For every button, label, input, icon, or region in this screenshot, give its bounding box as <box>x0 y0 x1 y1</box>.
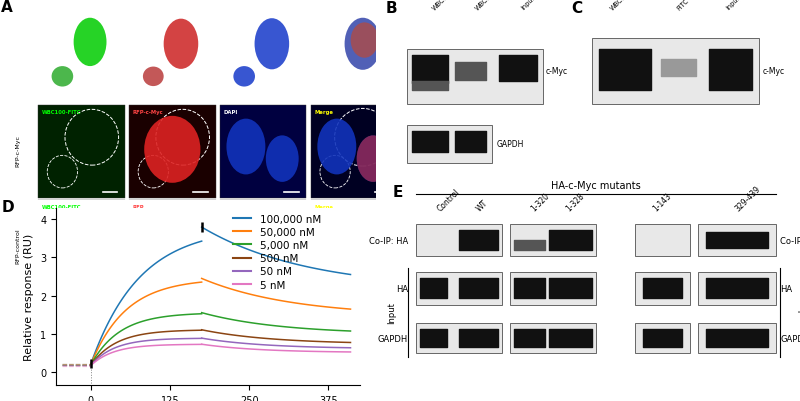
FancyBboxPatch shape <box>635 323 690 353</box>
Text: HA: HA <box>780 284 792 293</box>
Ellipse shape <box>345 19 381 71</box>
Ellipse shape <box>234 67 255 87</box>
FancyBboxPatch shape <box>510 273 596 305</box>
Text: B: B <box>386 1 398 16</box>
FancyBboxPatch shape <box>510 225 596 257</box>
Text: Merge: Merge <box>314 109 334 114</box>
Text: D: D <box>2 200 14 215</box>
Ellipse shape <box>51 67 74 87</box>
Text: RFP-control: RFP-control <box>16 228 21 263</box>
Text: Co-IP: HA: Co-IP: HA <box>369 236 408 245</box>
Ellipse shape <box>357 136 390 182</box>
FancyBboxPatch shape <box>698 323 776 353</box>
FancyBboxPatch shape <box>416 323 502 353</box>
Ellipse shape <box>357 136 390 182</box>
Text: GAPDH: GAPDH <box>378 334 408 343</box>
Text: Input: Input <box>726 0 742 12</box>
Text: RFP-c-Myc: RFP-c-Myc <box>16 135 21 166</box>
Text: WBC100+WBC100-FITC: WBC100+WBC100-FITC <box>474 0 534 12</box>
Text: Input: Input <box>796 302 800 324</box>
Ellipse shape <box>144 117 201 183</box>
FancyBboxPatch shape <box>129 105 215 198</box>
Text: GAPDH: GAPDH <box>780 334 800 343</box>
Text: 329-439: 329-439 <box>734 184 762 213</box>
Text: DAPI: DAPI <box>224 109 238 114</box>
FancyBboxPatch shape <box>129 200 215 293</box>
Text: 1-320: 1-320 <box>530 190 551 213</box>
Text: E: E <box>392 184 402 199</box>
Text: Input: Input <box>520 0 536 12</box>
Text: WT: WT <box>474 198 490 213</box>
Text: c-Myc: c-Myc <box>763 67 785 76</box>
FancyBboxPatch shape <box>311 200 398 293</box>
Ellipse shape <box>254 19 289 70</box>
FancyBboxPatch shape <box>220 105 306 198</box>
FancyBboxPatch shape <box>38 200 125 293</box>
Y-axis label: Relative response (RU): Relative response (RU) <box>25 233 34 360</box>
Text: C: C <box>571 1 582 16</box>
Text: WBC100-FITC: WBC100-FITC <box>432 0 467 12</box>
Text: Co-IP: HA: Co-IP: HA <box>780 236 800 245</box>
Ellipse shape <box>350 23 378 59</box>
FancyBboxPatch shape <box>592 39 758 105</box>
FancyBboxPatch shape <box>635 225 690 257</box>
FancyBboxPatch shape <box>698 273 776 305</box>
Text: WBC100-FITC: WBC100-FITC <box>42 109 82 114</box>
Ellipse shape <box>74 19 106 67</box>
Text: 1-328: 1-328 <box>565 191 586 213</box>
Text: Input: Input <box>387 302 396 324</box>
Text: DAPI: DAPI <box>224 205 238 209</box>
Ellipse shape <box>266 136 298 182</box>
FancyBboxPatch shape <box>698 225 776 257</box>
Text: A: A <box>1 0 12 15</box>
Ellipse shape <box>318 119 356 175</box>
Text: WBC100-FITC: WBC100-FITC <box>42 205 82 209</box>
FancyBboxPatch shape <box>635 273 690 305</box>
Ellipse shape <box>143 67 164 87</box>
Text: RFP: RFP <box>133 205 144 209</box>
Text: HA-c-Myc mutants: HA-c-Myc mutants <box>551 180 641 190</box>
Text: HA: HA <box>396 284 408 293</box>
FancyBboxPatch shape <box>220 200 306 293</box>
Legend: 100,000 nM, 50,000 nM, 5,000 nM, 500 nM, 50 nM, 5 nM: 100,000 nM, 50,000 nM, 5,000 nM, 500 nM,… <box>229 210 325 294</box>
Text: FITC: FITC <box>675 0 690 12</box>
FancyBboxPatch shape <box>416 273 502 305</box>
Text: RFP-c-Myc: RFP-c-Myc <box>133 109 163 114</box>
Text: WBC100-FITC: WBC100-FITC <box>609 0 645 12</box>
Text: Control: Control <box>435 186 462 213</box>
FancyBboxPatch shape <box>407 125 491 163</box>
Ellipse shape <box>226 119 266 175</box>
Text: Merge: Merge <box>314 205 334 209</box>
Text: 1-143: 1-143 <box>651 190 673 213</box>
FancyBboxPatch shape <box>407 49 542 105</box>
FancyBboxPatch shape <box>38 105 125 198</box>
FancyBboxPatch shape <box>311 105 398 198</box>
Text: c-Myc: c-Myc <box>546 67 568 76</box>
FancyBboxPatch shape <box>510 323 596 353</box>
FancyBboxPatch shape <box>416 225 502 257</box>
Ellipse shape <box>164 20 198 70</box>
Text: GAPDH: GAPDH <box>497 140 524 149</box>
